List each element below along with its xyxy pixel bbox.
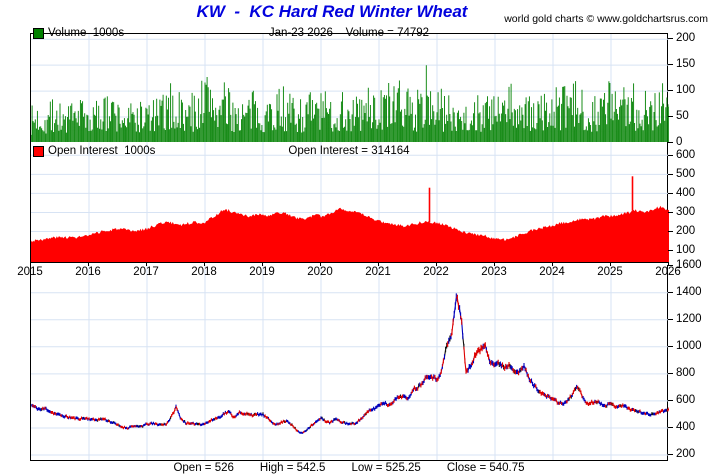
xaxis-year-label: 2015 bbox=[17, 266, 43, 278]
xaxis-year-label: 2022 bbox=[423, 266, 449, 278]
footer-low-value: Low = 525.25 bbox=[351, 462, 421, 474]
xaxis-year-label: 2023 bbox=[481, 266, 507, 278]
xaxis-tick-dash bbox=[320, 262, 321, 266]
xaxis-tick-dash bbox=[436, 262, 437, 266]
xaxis-year-label: 2019 bbox=[249, 266, 275, 278]
price-ytick-label: 600 bbox=[676, 394, 696, 407]
open_interest-ytick-dash bbox=[668, 211, 673, 213]
open_interest-ytick-dash bbox=[668, 192, 673, 194]
volume-ytick-label: 150 bbox=[676, 57, 696, 70]
xaxis-tick-dash bbox=[30, 262, 31, 266]
volume-ytick-dash bbox=[668, 89, 673, 91]
open_interest-ytick-label: 100 bbox=[676, 244, 696, 257]
footer-open-value: Open = 526 bbox=[173, 462, 234, 474]
open_interest-ytick-dash bbox=[668, 231, 673, 233]
copyright-text: world gold charts © www.goldchartsrus.co… bbox=[504, 13, 708, 25]
xaxis-tick-dash bbox=[146, 262, 147, 266]
volume-chart-panel bbox=[30, 33, 669, 143]
ohlc-footer: Open = 526 High = 542.5 Low = 525.25 Clo… bbox=[30, 462, 668, 474]
xaxis-tick-dash bbox=[668, 262, 669, 266]
open_interest-ytick-label: 500 bbox=[676, 167, 696, 180]
price-ytick-label: 1200 bbox=[676, 313, 702, 326]
xaxis-tick-dash bbox=[610, 262, 611, 266]
volume-legend-swatch-icon bbox=[33, 28, 44, 39]
price-ytick-dash bbox=[668, 373, 673, 375]
price-ytick-label: 800 bbox=[676, 367, 696, 380]
volume-ytick-dash bbox=[668, 141, 673, 143]
footer-close-value: Close = 540.75 bbox=[446, 462, 525, 474]
volume-ytick-label: 200 bbox=[676, 31, 696, 44]
price-chart-panel bbox=[30, 265, 669, 461]
open-interest-info-text: Open Interest = 314164 bbox=[288, 145, 410, 157]
open_interest-ytick-label: 600 bbox=[676, 148, 696, 161]
price-ytick-label: 200 bbox=[676, 448, 696, 461]
xaxis-tick-dash bbox=[88, 262, 89, 266]
volume-ytick-label: 0 bbox=[676, 135, 683, 148]
volume-ytick-dash bbox=[668, 37, 673, 39]
xaxis-year-label: 2020 bbox=[307, 266, 333, 278]
xaxis-year-label: 2018 bbox=[191, 266, 217, 278]
open_interest-ytick-label: 400 bbox=[676, 186, 696, 199]
xaxis-year-label: 2016 bbox=[75, 266, 101, 278]
xaxis-year-label: 2024 bbox=[539, 266, 565, 278]
volume-info-text: Jan-23 2026 Volume = 74792 bbox=[268, 27, 430, 39]
chart-title: KW - KC Hard Red Winter Wheat bbox=[196, 2, 468, 21]
open-interest-legend-swatch-icon bbox=[33, 146, 44, 157]
volume-ytick-dash bbox=[668, 115, 673, 117]
price-ytick-dash bbox=[668, 427, 673, 429]
open-interest-legend-label: Open Interest 1000s bbox=[48, 145, 156, 157]
price-ytick-label: 1000 bbox=[676, 340, 702, 353]
price-ytick-dash bbox=[668, 346, 673, 348]
price-ytick-dash bbox=[668, 265, 673, 267]
price-ytick-label: 400 bbox=[676, 421, 696, 434]
volume-legend-label: Volume 1000s bbox=[48, 27, 125, 39]
footer-high-value: High = 542.5 bbox=[259, 462, 326, 474]
xaxis-year-label: 2025 bbox=[597, 266, 623, 278]
price-ytick-label: 1600 bbox=[676, 259, 702, 272]
price-ytick-dash bbox=[668, 400, 673, 402]
open_interest-ytick-dash bbox=[668, 250, 673, 252]
price-ytick-dash bbox=[668, 319, 673, 321]
volume-ytick-dash bbox=[668, 63, 673, 65]
xaxis-year-label: 2026 bbox=[655, 266, 681, 278]
xaxis-tick-dash bbox=[494, 262, 495, 266]
price-ytick-dash bbox=[668, 454, 673, 456]
volume-ytick-label: 50 bbox=[676, 109, 689, 122]
xaxis-tick-dash bbox=[378, 262, 379, 266]
open_interest-ytick-label: 300 bbox=[676, 205, 696, 218]
open_interest-ytick-dash bbox=[668, 154, 673, 156]
xaxis-tick-dash bbox=[262, 262, 263, 266]
price-ytick-label: 1400 bbox=[676, 286, 702, 299]
xaxis-year-label: 2017 bbox=[133, 266, 159, 278]
open_interest-ytick-dash bbox=[668, 173, 673, 175]
volume-ytick-label: 100 bbox=[676, 83, 696, 96]
open-interest-chart-panel bbox=[30, 142, 669, 263]
open_interest-ytick-label: 200 bbox=[676, 225, 696, 238]
xaxis-tick-dash bbox=[204, 262, 205, 266]
price-ytick-dash bbox=[668, 292, 673, 294]
xaxis-year-label: 2021 bbox=[365, 266, 391, 278]
xaxis-tick-dash bbox=[552, 262, 553, 266]
